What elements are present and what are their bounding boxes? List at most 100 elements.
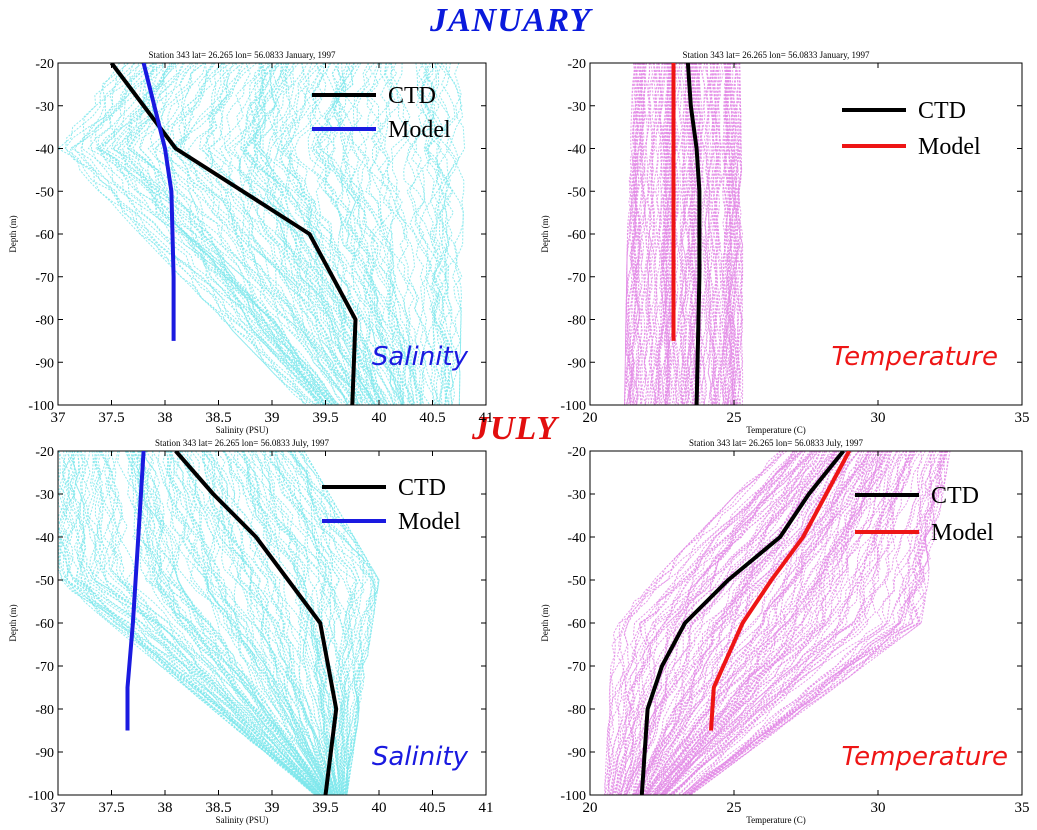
cloud-profile: [632, 451, 831, 795]
cloud-profile: [187, 63, 358, 405]
cloud-profile: [724, 63, 741, 405]
cloud-profile: [167, 451, 331, 795]
x-tick-label: 39: [265, 410, 280, 426]
cloud-profile: [348, 63, 414, 405]
cloud-profile: [683, 451, 931, 795]
y-tick-label: -90: [35, 746, 54, 761]
x-tick-label: 38: [158, 800, 173, 816]
cloud-profile: [170, 451, 332, 795]
cloud-profile: [298, 451, 365, 795]
cloud-profile: [91, 451, 320, 795]
cloud-profile: [617, 451, 804, 795]
cloud-profile: [169, 63, 359, 405]
cloud-profile: [655, 451, 879, 795]
y-tick-label: -40: [35, 531, 54, 546]
cloud-profile: [204, 63, 363, 405]
cloud-profile: [324, 63, 404, 405]
y-tick-label: -90: [567, 356, 586, 371]
legend-label-ctd: CTD: [918, 98, 966, 124]
y-tick-label: -100: [28, 789, 54, 804]
cloud-profile: [646, 451, 860, 795]
cloud-profile: [657, 451, 884, 795]
cloud-profile: [658, 451, 892, 795]
cloud-profile: [228, 451, 338, 795]
cloud-profile: [79, 451, 320, 795]
series-line-model: [125, 451, 146, 731]
cloud-profile: [315, 63, 402, 405]
cloud-profile: [195, 451, 333, 795]
cloud-profile: [629, 63, 641, 405]
cloud-profile: [673, 63, 683, 405]
cloud-profile: [631, 63, 648, 405]
cloud-profile: [243, 63, 375, 405]
cloud-profile: [166, 451, 330, 795]
x-tick-label: 39.5: [312, 410, 338, 426]
cloud-profile: [90, 63, 320, 405]
x-tick-label: 39: [265, 800, 280, 816]
cloud-profile: [58, 63, 309, 405]
cloud-profile: [223, 451, 336, 795]
cloud-profile: [732, 63, 744, 405]
y-tick-label: -70: [567, 660, 586, 675]
cloud-profile: [626, 451, 822, 795]
legend-label-ctd: CTD: [931, 483, 979, 509]
cloud-profile: [688, 451, 951, 795]
cloud-profile: [253, 63, 379, 405]
cloud-profile: [133, 451, 325, 795]
cloud-profile: [69, 451, 318, 795]
cloud-profile: [250, 451, 341, 795]
cloud-profile: [334, 63, 404, 405]
y-tick-label: -80: [35, 314, 54, 329]
series-line-ctd: [109, 63, 358, 405]
cloud-profile: [653, 451, 875, 795]
cloud-profile: [242, 451, 339, 795]
cloud-profile: [284, 63, 386, 405]
cloud-profile: [309, 63, 406, 405]
series-line-ctd: [639, 451, 845, 795]
cloud-profile: [727, 63, 738, 405]
cloud-profile: [425, 63, 454, 405]
cloud-profile: [248, 63, 377, 405]
cloud-profile: [659, 451, 891, 795]
cloud-profile: [131, 451, 327, 795]
x-tick-label: 37: [51, 800, 67, 816]
cloud-profile: [110, 63, 326, 405]
cloud-profile: [210, 63, 358, 405]
cloud-profile: [371, 63, 424, 405]
cloud-profile: [154, 63, 336, 405]
cloud-profile: [281, 451, 350, 795]
y-tick-label: -20: [567, 445, 586, 460]
legend-label-ctd: CTD: [398, 475, 446, 501]
cloud-profile: [303, 451, 376, 795]
cloud-profile: [199, 63, 354, 405]
cloud-profile: [242, 451, 339, 795]
cloud-profile: [670, 451, 915, 795]
cloud-profile: [181, 451, 332, 795]
cloud-profile: [730, 63, 744, 405]
profile-cloud: [604, 451, 951, 795]
cloud-profile: [316, 63, 406, 405]
cloud-profile: [616, 451, 802, 795]
cloud-profile: [64, 63, 321, 405]
legend-label-model: Model: [918, 134, 981, 160]
cloud-profile: [662, 451, 908, 795]
cloud-profile: [614, 451, 798, 795]
cloud-profile: [685, 63, 698, 405]
y-tick-label: -20: [35, 445, 54, 460]
y-tick-label: -80: [35, 703, 54, 718]
x-axis-label: Salinity (PSU): [216, 815, 269, 825]
chart-jul-salinity: 37 37.5 38 38.5 39 39.5 40 40.5 41 -20 -30 -40 -50 -6…: [8, 438, 494, 825]
cloud-profile: [282, 63, 395, 405]
cloud-profile: [438, 63, 466, 405]
x-tick-label: 41: [479, 800, 494, 816]
cloud-profile: [625, 451, 826, 795]
cloud-profile: [97, 63, 319, 405]
cloud-profile: [110, 451, 322, 795]
x-tick-label: 40.5: [419, 410, 445, 426]
cloud-profile: [632, 63, 645, 405]
cloud-profile: [112, 63, 334, 405]
cloud-profile: [643, 451, 861, 795]
cloud-profile: [319, 63, 415, 405]
cloud-profile: [369, 63, 421, 405]
y-tick-label: -50: [35, 574, 54, 589]
